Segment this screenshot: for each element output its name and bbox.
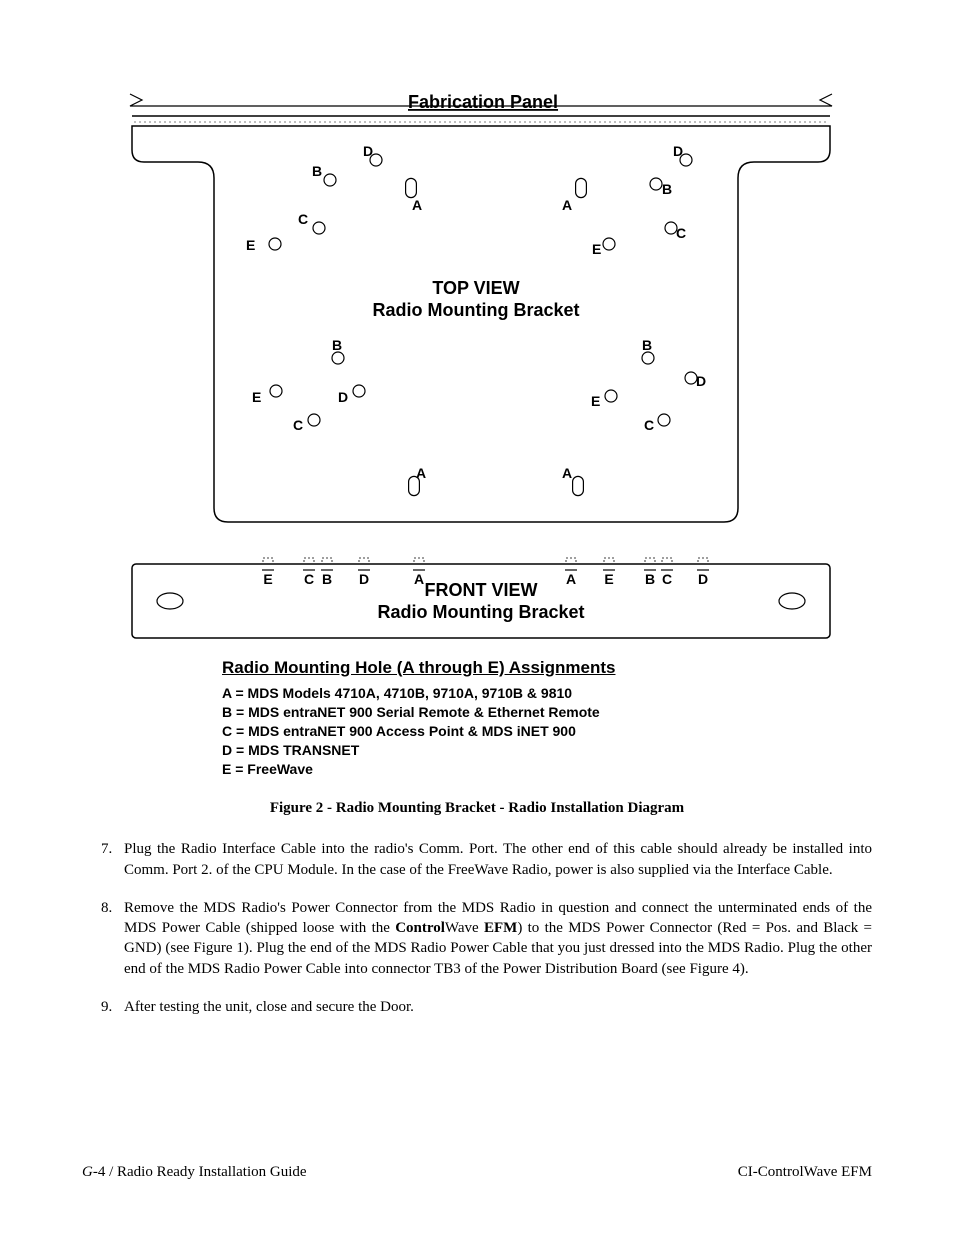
hole-label-C: C [676,225,686,241]
front-label-A: A [414,571,424,587]
front-notch [662,558,672,564]
hole-label-B: B [642,337,652,353]
front-label-C: C [662,571,672,587]
page-footer: G-4 / Radio Ready Installation Guide CI-… [82,1164,872,1181]
mounting-hole-A: A [562,178,586,213]
hole-label-E: E [246,237,255,253]
legend: Radio Mounting Hole (A through E) Assign… [222,658,732,778]
hole-label-A: A [416,465,426,481]
footer-left: G-4 / Radio Ready Installation Guide [82,1164,307,1181]
top-view-drawing: Fabrication Panel TOP VIEW Radio Mountin… [116,88,838,528]
top-bracket-outline [132,126,830,522]
mounting-hole-E: E [592,238,615,257]
figure-caption: Figure 2 - Radio Mounting Bracket - Radi… [82,800,872,817]
mounting-hole-C: C [298,211,325,234]
mounting-hole-B: B [332,337,344,364]
footer-left-title: / Radio Ready Installation Guide [105,1164,306,1180]
mounting-hole-C: C [644,414,670,433]
front-notch [604,558,614,564]
hole-label-E: E [592,241,601,257]
hole-label-C: C [644,417,654,433]
mounting-hole-E: E [591,390,617,409]
mounting-hole-B: B [312,163,336,186]
hole-label-A: A [562,197,572,213]
mounting-hole-D: D [673,143,692,166]
hole-label-A: A [412,197,422,213]
hole-label-D: D [696,373,706,389]
front-label-E: E [604,571,613,587]
instruction-step: Plug the Radio Interface Cable into the … [116,839,872,880]
front-label-D: D [359,571,369,587]
hole-label-C: C [298,211,308,227]
front-view-title: FRONT VIEW [425,580,538,600]
mounting-hole-B: B [650,178,672,197]
front-label-B: B [322,571,332,587]
legend-item: E = FreeWave [222,760,732,779]
front-view-drawing: ECBDAAEBCD FRONT VIEW Radio Mounting Bra… [116,534,838,644]
instruction-list: Plug the Radio Interface Cable into the … [82,839,872,1017]
instruction-step: After testing the unit, close and secure… [116,997,872,1017]
hole-label-C: C [293,417,303,433]
lower-holes-group: B D E C A B D E C A [252,337,706,496]
front-label-B: B [645,571,655,587]
front-label-A: A [566,571,576,587]
mounting-hole-E: E [252,385,282,405]
mounting-hole-D: D [685,372,706,389]
legend-item: C = MDS entraNET 900 Access Point & MDS … [222,722,732,741]
front-slot-right [779,593,805,609]
legend-item: D = MDS TRANSNET [222,741,732,760]
front-notch [263,558,273,564]
top-view-subtitle: Radio Mounting Bracket [372,300,579,320]
front-label-E: E [263,571,272,587]
hole-label-B: B [332,337,342,353]
fabrication-panel: Fabrication Panel [130,92,832,122]
front-notch [645,558,655,564]
front-notch [414,558,424,564]
footer-right: CI-ControlWave EFM [738,1164,872,1181]
fabrication-label: Fabrication Panel [408,92,558,112]
mounting-hole-E: E [246,237,281,253]
legend-item: A = MDS Models 4710A, 4710B, 9710A, 9710… [222,684,732,703]
hole-label-B: B [662,181,672,197]
hole-label-B: B [312,163,322,179]
mounting-hole-A: A [409,465,427,496]
front-notch [698,558,708,564]
front-view-subtitle: Radio Mounting Bracket [377,602,584,622]
front-bracket-outline [132,564,830,638]
mounting-hole-D: D [363,143,382,166]
mounting-hole-A: A [562,465,583,496]
upper-holes-group: D B A C E D B A C E [246,143,692,257]
hole-label-D: D [338,389,348,405]
front-slot-left [157,593,183,609]
instruction-step: Remove the MDS Radio's Power Connector f… [116,898,872,979]
mounting-hole-C: C [293,414,320,433]
legend-title: Radio Mounting Hole (A through E) Assign… [222,658,732,678]
mounting-hole-A: A [406,178,423,213]
front-notch [566,558,576,564]
legend-item: B = MDS entraNET 900 Serial Remote & Eth… [222,703,732,722]
front-label-C: C [304,571,314,587]
diagram-container: Fabrication Panel TOP VIEW Radio Mountin… [116,88,838,644]
hole-label-E: E [591,393,600,409]
hole-label-D: D [363,143,373,159]
mounting-hole-C: C [665,222,686,241]
mounting-hole-B: B [642,337,654,364]
footer-prefix: G- [82,1164,98,1180]
hole-label-E: E [252,389,261,405]
hole-label-D: D [673,143,683,159]
front-notch [304,558,314,564]
top-view-title: TOP VIEW [432,278,519,298]
front-notch [322,558,332,564]
mounting-hole-D: D [338,385,365,405]
front-label-D: D [698,571,708,587]
front-notch [359,558,369,564]
hole-label-A: A [562,465,572,481]
